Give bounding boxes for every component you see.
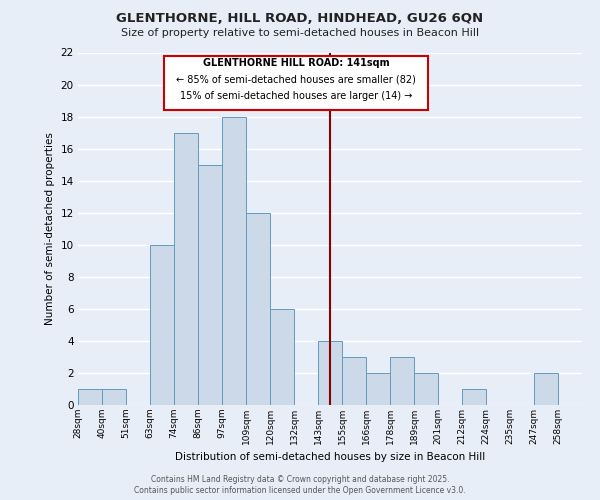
Bar bbox=[198, 164, 222, 405]
Bar bbox=[246, 212, 270, 405]
Bar bbox=[318, 341, 342, 405]
X-axis label: Distribution of semi-detached houses by size in Beacon Hill: Distribution of semi-detached houses by … bbox=[175, 452, 485, 462]
Bar bbox=[102, 389, 126, 405]
Bar bbox=[270, 309, 294, 405]
FancyBboxPatch shape bbox=[164, 56, 428, 110]
Bar bbox=[414, 373, 438, 405]
Bar bbox=[534, 373, 558, 405]
Bar bbox=[366, 373, 390, 405]
Bar bbox=[150, 245, 174, 405]
Bar bbox=[462, 389, 486, 405]
Text: Contains public sector information licensed under the Open Government Licence v3: Contains public sector information licen… bbox=[134, 486, 466, 495]
Text: 15% of semi-detached houses are larger (14) →: 15% of semi-detached houses are larger (… bbox=[180, 91, 413, 101]
Text: GLENTHORNE, HILL ROAD, HINDHEAD, GU26 6QN: GLENTHORNE, HILL ROAD, HINDHEAD, GU26 6Q… bbox=[116, 12, 484, 26]
Bar bbox=[78, 389, 102, 405]
Bar bbox=[390, 357, 414, 405]
Text: Contains HM Land Registry data © Crown copyright and database right 2025.: Contains HM Land Registry data © Crown c… bbox=[151, 475, 449, 484]
Text: GLENTHORNE HILL ROAD: 141sqm: GLENTHORNE HILL ROAD: 141sqm bbox=[203, 58, 390, 68]
Text: Size of property relative to semi-detached houses in Beacon Hill: Size of property relative to semi-detach… bbox=[121, 28, 479, 38]
Bar bbox=[174, 132, 198, 405]
Bar bbox=[342, 357, 366, 405]
Bar bbox=[222, 116, 246, 405]
Y-axis label: Number of semi-detached properties: Number of semi-detached properties bbox=[45, 132, 55, 325]
Text: ← 85% of semi-detached houses are smaller (82): ← 85% of semi-detached houses are smalle… bbox=[176, 74, 416, 85]
